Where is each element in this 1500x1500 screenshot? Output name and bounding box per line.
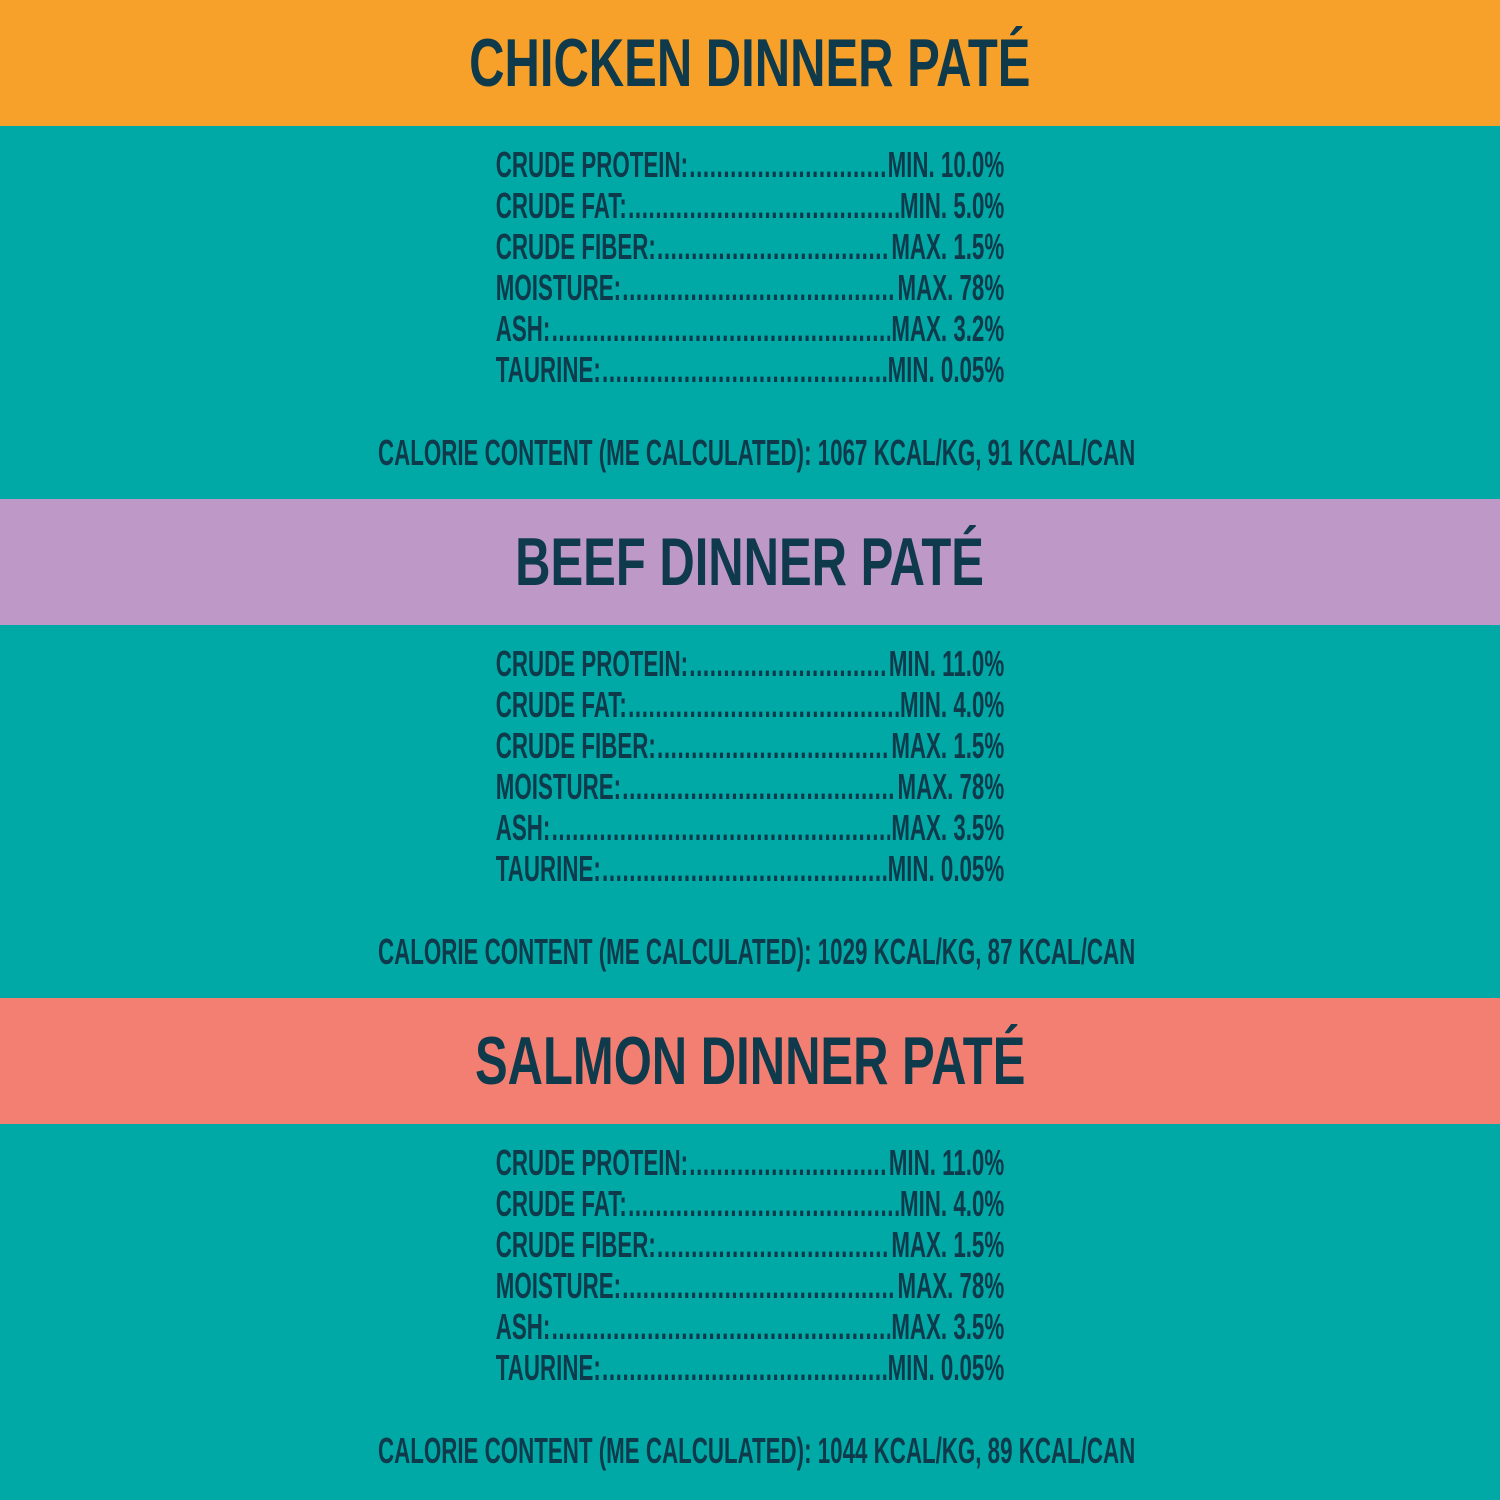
dot-leader: [602, 1347, 886, 1388]
analysis-row: CRUDE PROTEIN: MIN. 11.0%: [496, 1142, 1004, 1183]
analysis-row: CRUDE FIBER: MAX. 1.5%: [496, 725, 1004, 766]
analysis-row: CRUDE FAT: MIN. 5.0%: [496, 185, 1004, 226]
nutrient-label: CRUDE FAT:: [495, 185, 627, 226]
calorie-content: CALORIE CONTENT (ME CALCULATED): 1044 KC…: [378, 1430, 1136, 1471]
nutrient-value: MAX. 1.5%: [891, 1224, 1005, 1265]
nutrient-label: CRUDE FIBER:: [495, 725, 656, 766]
dot-leader: [657, 725, 890, 766]
dot-leader: [552, 807, 890, 848]
nutrient-value: MIN. 10.0%: [887, 144, 1005, 185]
nutrient-value: MIN. 5.0%: [900, 185, 1005, 226]
nutrient-value: MAX. 78%: [897, 766, 1005, 807]
nutrient-label: TAURINE:: [495, 349, 601, 390]
nutrient-value: MAX. 3.5%: [891, 1306, 1005, 1347]
analysis-row: CRUDE PROTEIN: MIN. 11.0%: [496, 643, 1004, 684]
analysis-row: MOISTURE: MAX. 78%: [496, 766, 1004, 807]
analysis-row: CRUDE PROTEIN: MIN. 10.0%: [496, 144, 1004, 185]
nutrient-label: CRUDE FIBER:: [495, 226, 656, 267]
beef-header-band: BEEF DINNER PATÉ: [0, 499, 1500, 625]
dot-leader: [628, 185, 899, 226]
calorie-content: CALORIE CONTENT (ME CALCULATED): 1029 KC…: [378, 931, 1136, 972]
analysis-row: ASH: MAX. 3.5%: [496, 807, 1004, 848]
analysis-row: MOISTURE: MAX. 78%: [496, 1265, 1004, 1306]
dot-leader: [552, 1306, 890, 1347]
nutrient-label: ASH:: [495, 308, 551, 349]
nutrient-value: MAX. 3.5%: [891, 807, 1005, 848]
analysis-row: CRUDE FAT: MIN. 4.0%: [496, 684, 1004, 725]
analysis-row: CRUDE FAT: MIN. 4.0%: [496, 1183, 1004, 1224]
nutrient-label: CRUDE FAT:: [495, 1183, 627, 1224]
nutrient-value: MIN. 0.05%: [887, 1347, 1005, 1388]
analysis-row: ASH: MAX. 3.5%: [496, 1306, 1004, 1347]
nutrient-label: CRUDE FIBER:: [495, 1224, 656, 1265]
dot-leader: [622, 766, 896, 807]
nutrient-label: CRUDE PROTEIN:: [495, 643, 689, 684]
dot-leader: [622, 1265, 896, 1306]
dot-leader: [628, 1183, 899, 1224]
nutrient-value: MIN. 0.05%: [887, 848, 1005, 889]
analysis-list: CRUDE PROTEIN: MIN. 10.0% CRUDE FAT: MIN…: [496, 144, 1004, 390]
nutrient-value: MAX. 3.2%: [891, 308, 1005, 349]
dot-leader: [602, 349, 886, 390]
section-title: CHICKEN DINNER PATÉ: [469, 25, 1031, 101]
analysis-row: MOISTURE: MAX. 78%: [496, 267, 1004, 308]
nutrition-panel: CRUDE PROTEIN: MIN. 11.0% CRUDE FAT: MIN…: [0, 1124, 1500, 1497]
nutrient-value: MIN. 0.05%: [887, 349, 1005, 390]
nutrient-value: MIN. 4.0%: [900, 684, 1005, 725]
nutrient-label: TAURINE:: [495, 848, 601, 889]
section-title: BEEF DINNER PATÉ: [515, 524, 985, 600]
dot-leader: [622, 267, 896, 308]
analysis-row: CRUDE FIBER: MAX. 1.5%: [496, 1224, 1004, 1265]
nutrient-label: ASH:: [495, 1306, 551, 1347]
nutrient-label: MOISTURE:: [495, 1265, 622, 1306]
nutrient-value: MAX. 78%: [897, 1265, 1005, 1306]
analysis-row: TAURINE: MIN. 0.05%: [496, 1347, 1004, 1388]
nutrient-value: MIN. 11.0%: [888, 1142, 1005, 1183]
nutrient-value: MIN. 4.0%: [900, 1183, 1005, 1224]
analysis-row: TAURINE: MIN. 0.05%: [496, 848, 1004, 889]
dot-leader: [689, 1142, 887, 1183]
chicken-header-band: CHICKEN DINNER PATÉ: [0, 0, 1500, 126]
section-title: SALMON DINNER PATÉ: [474, 1023, 1026, 1099]
nutrient-label: TAURINE:: [495, 1347, 601, 1388]
analysis-row: TAURINE: MIN. 0.05%: [496, 349, 1004, 390]
nutrition-panel: CRUDE PROTEIN: MIN. 10.0% CRUDE FAT: MIN…: [0, 126, 1500, 499]
nutrient-label: MOISTURE:: [495, 766, 622, 807]
nutrient-value: MAX. 1.5%: [891, 725, 1005, 766]
nutrient-label: ASH:: [495, 807, 551, 848]
nutrient-value: MIN. 11.0%: [888, 643, 1005, 684]
nutrient-label: CRUDE PROTEIN:: [495, 1142, 689, 1183]
analysis-row: CRUDE FIBER: MAX. 1.5%: [496, 226, 1004, 267]
dot-leader: [689, 643, 887, 684]
dot-leader: [689, 144, 886, 185]
dot-leader: [628, 684, 899, 725]
dot-leader: [602, 848, 886, 889]
salmon-header-band: SALMON DINNER PATÉ: [0, 998, 1500, 1124]
nutrient-value: MAX. 78%: [897, 267, 1005, 308]
dot-leader: [657, 1224, 890, 1265]
analysis-row: ASH: MAX. 3.2%: [496, 308, 1004, 349]
nutrition-panel: CRUDE PROTEIN: MIN. 11.0% CRUDE FAT: MIN…: [0, 625, 1500, 998]
calorie-content: CALORIE CONTENT (ME CALCULATED): 1067 KC…: [378, 432, 1136, 473]
dot-leader: [657, 226, 890, 267]
nutrient-label: CRUDE PROTEIN:: [495, 144, 689, 185]
nutrient-label: CRUDE FAT:: [495, 684, 627, 725]
nutrient-value: MAX. 1.5%: [891, 226, 1005, 267]
nutrient-label: MOISTURE:: [495, 267, 622, 308]
analysis-list: CRUDE PROTEIN: MIN. 11.0% CRUDE FAT: MIN…: [496, 643, 1004, 889]
dot-leader: [552, 308, 890, 349]
analysis-list: CRUDE PROTEIN: MIN. 11.0% CRUDE FAT: MIN…: [496, 1142, 1004, 1388]
